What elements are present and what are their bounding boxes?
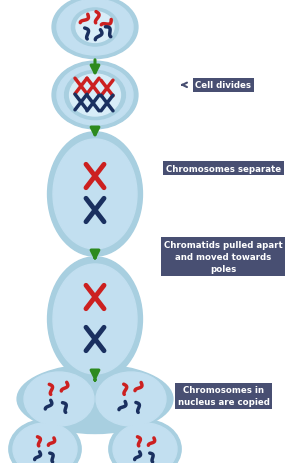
Ellipse shape	[47, 257, 143, 382]
Text: Chromatids pulled apart
and moved towards
poles: Chromatids pulled apart and moved toward…	[164, 240, 283, 274]
Ellipse shape	[52, 0, 138, 60]
Ellipse shape	[57, 66, 133, 126]
Ellipse shape	[96, 372, 166, 426]
Ellipse shape	[9, 420, 81, 463]
Text: Chromosomes separate: Chromosomes separate	[166, 164, 281, 174]
Ellipse shape	[53, 140, 137, 250]
Ellipse shape	[113, 423, 177, 463]
Ellipse shape	[17, 365, 173, 433]
Ellipse shape	[53, 264, 137, 374]
Ellipse shape	[64, 71, 125, 120]
Ellipse shape	[57, 0, 133, 56]
Ellipse shape	[13, 423, 77, 463]
Ellipse shape	[47, 132, 143, 257]
Ellipse shape	[76, 13, 114, 44]
Text: Chromosomes in
nucleus are copied: Chromosomes in nucleus are copied	[178, 385, 269, 407]
Ellipse shape	[71, 9, 119, 47]
Text: Cell divides: Cell divides	[195, 81, 251, 90]
Ellipse shape	[109, 420, 181, 463]
Ellipse shape	[24, 372, 94, 426]
Ellipse shape	[70, 75, 120, 117]
Ellipse shape	[52, 62, 138, 130]
